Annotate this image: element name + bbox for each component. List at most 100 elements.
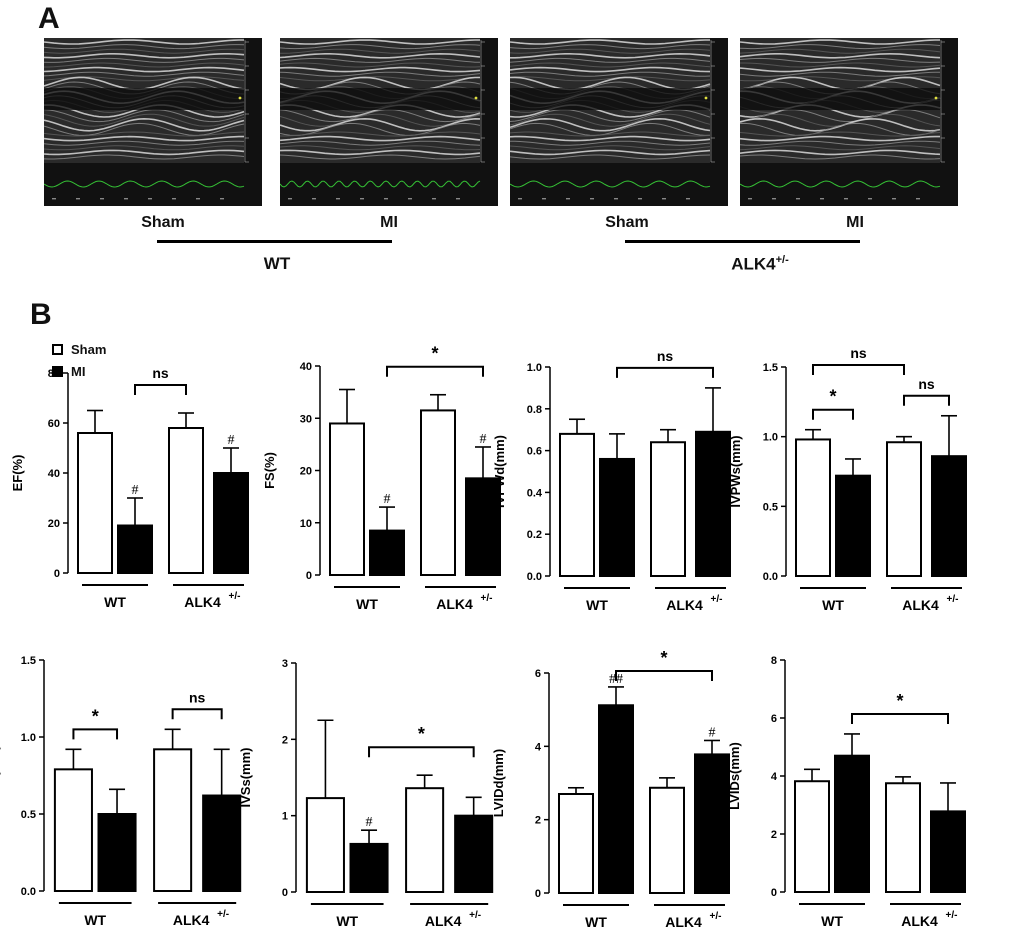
time-tick: [844, 198, 848, 200]
bar-alk4-sham: [153, 748, 193, 892]
x-group-wt: WT: [586, 597, 608, 613]
time-tick: [336, 198, 340, 200]
echo-band: [280, 113, 481, 127]
echo-band: [510, 145, 711, 151]
echo-label-alk4-sham: Sham: [605, 214, 649, 231]
time-tick: [456, 198, 460, 200]
bar-wt-sham: [794, 780, 830, 893]
comparison-label: *: [92, 706, 99, 726]
y-tick-label: 0.0: [763, 571, 778, 583]
y-tick-label: 2: [771, 829, 777, 841]
time-tick: [518, 198, 522, 200]
echo-band: [44, 131, 245, 137]
echo-band: [510, 71, 711, 77]
y-tick-label: 0.2: [527, 529, 542, 541]
bar-wt-mi: [598, 704, 634, 894]
x-group-wt: WT: [585, 914, 607, 930]
chart-lvidsmm: 0 2 4 6 8 LVIDs(mm) * WT ALK4 +/-: [727, 655, 966, 929]
echo-image-wt-sham: [44, 38, 262, 206]
ecg-trace: [280, 180, 481, 188]
echo-band: [44, 71, 245, 77]
y-axis-label: IVPWd(mm): [492, 435, 507, 508]
y-axis-label: LVIDd(mm): [491, 749, 506, 817]
echo-band: [44, 149, 245, 156]
echo-band: [280, 140, 481, 146]
x-group-wt: WT: [336, 913, 358, 929]
echo-band: [280, 76, 481, 82]
bar-alk4-mi: [202, 794, 242, 893]
y-axis-label: LVIDs(mm): [727, 742, 742, 810]
echo-image-wt-mi: [280, 38, 498, 206]
x-group-alk4: ALK4: [425, 913, 462, 929]
y-tick-label: 1.0: [763, 432, 778, 444]
y-tick-label: 0.4: [527, 487, 543, 499]
y-tick-label: 1.0: [527, 362, 542, 374]
bar-wt-mi: [117, 524, 153, 574]
y-axis-label: IVSd(mm): [0, 745, 1, 806]
bar-alk4-mi: [695, 430, 731, 578]
wt-group-line: [157, 240, 392, 243]
x-group-alk4-sup: +/-: [481, 593, 493, 604]
y-tick-label: 0: [771, 887, 777, 899]
echo-band: [740, 149, 941, 156]
echo-band: [510, 113, 711, 127]
x-group-alk4: ALK4: [184, 594, 221, 610]
y-tick-label: 0.5: [21, 809, 36, 821]
echo-label-wt-mi: MI: [380, 214, 398, 231]
x-group-alk4-sup: +/-: [946, 910, 958, 921]
time-tick: [148, 198, 152, 200]
echo-band: [740, 44, 941, 50]
y-tick-label: 0.8: [527, 404, 542, 416]
echo-band: [510, 48, 711, 54]
echo-band: [740, 52, 941, 59]
y-tick-label: 6: [535, 668, 541, 680]
y-tick-label: 8: [771, 655, 777, 667]
bar-alk4-sham: [649, 786, 685, 894]
echo-band: [280, 44, 481, 50]
y-tick-label: 40: [48, 468, 60, 480]
echo-band: [510, 62, 711, 68]
echo-group-alk4-sup: +/-: [775, 254, 789, 266]
bar-wt-sham: [558, 793, 594, 894]
echo-label-wt-sham: Sham: [141, 214, 185, 231]
echo-band: [510, 117, 711, 132]
echo-band: [510, 131, 711, 137]
significance-mark: #: [366, 815, 373, 830]
echo-band: [510, 76, 711, 82]
y-tick-label: 2: [282, 734, 288, 746]
ecg-trace: [510, 180, 711, 188]
x-group-alk4-sup: +/-: [217, 909, 229, 920]
chart-ivpwdmm: 0.0 0.2 0.4 0.6 0.8 1.0 IVPWd(mm) ns WT ALK4 +/-: [492, 348, 731, 613]
focus-marker: [474, 96, 478, 100]
comparison-bracket: [386, 365, 484, 377]
echo-band: [44, 53, 245, 59]
time-tick: [772, 198, 776, 200]
echo-band: [44, 48, 245, 54]
comparison-label: *: [896, 691, 903, 711]
bar-alk4-sham: [168, 427, 204, 574]
chart-ivpwsmm: 0.0 0.5 1.0 1.5 IVPWs(mm) * ns ns WT ALK4 +/-: [728, 345, 967, 613]
chart-fs: 0 10 20 30 40 FS(%) # # * WT ALK4 +/-: [262, 344, 501, 612]
time-tick: [638, 198, 642, 200]
comparison-bracket: [171, 708, 223, 720]
echo-band: [280, 149, 481, 156]
echo-band: [510, 52, 711, 59]
echo-band: [740, 62, 941, 68]
significance-mark: #: [228, 433, 235, 448]
alk4-group-line: [625, 240, 860, 243]
significance-mark: #: [480, 432, 487, 447]
time-tick: [916, 198, 920, 200]
echo-band: [740, 135, 940, 142]
echo-band: [44, 57, 245, 63]
echo-band: [44, 39, 244, 45]
time-tick: [312, 198, 316, 200]
comparison-bracket: [812, 364, 905, 375]
x-group-alk4: ALK4: [902, 597, 939, 613]
echo-band: [280, 145, 481, 151]
x-group-alk4: ALK4: [665, 914, 702, 930]
echo-band: [510, 44, 711, 50]
chart-ivsdmm: 0.0 0.5 1.0 1.5 IVSd(mm) * ns WT ALK4 +/-: [0, 655, 242, 928]
comparison-bracket: [851, 712, 949, 724]
chart-ivssmm: 0 1 2 3 IVSs(mm) # * WT ALK4 +/-: [238, 658, 494, 929]
